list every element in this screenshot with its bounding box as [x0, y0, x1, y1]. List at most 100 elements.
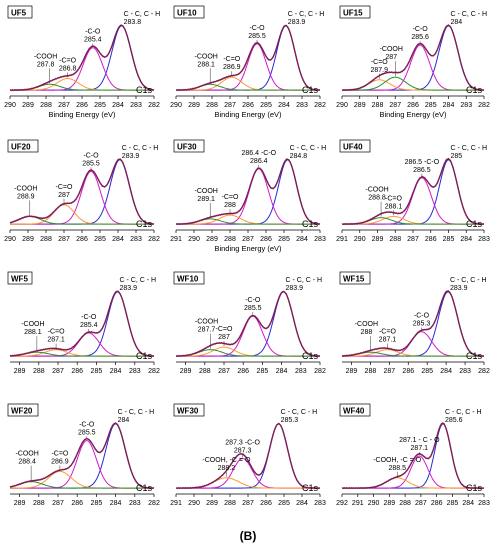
spectrum-panel-wf20: 289 288 287 286 285 284 283 282 WF20 C1s C - C, C …	[7, 403, 160, 507]
component-peak-ceo	[342, 477, 484, 489]
x-tick-label: 282	[148, 102, 160, 109]
spectrum-panel-uf15: 290 289 288 287 286 285 284 283 282 Binding Energ…	[336, 5, 490, 119]
peak-position-label: 286.4	[250, 158, 268, 165]
spectrum-panel-uf40: 291 290 289 288 287 286 285 284 283 UF40 C1s C - C,…	[336, 139, 490, 243]
x-tick-label: 282	[314, 368, 326, 375]
x-tick-label: 284	[112, 102, 124, 109]
x-tick-label: 284	[110, 368, 122, 375]
x-tick-label: 289	[188, 102, 200, 109]
peak-label: -C-O	[249, 25, 265, 32]
x-tick-label: 291	[336, 236, 348, 243]
x-tick-label: 283	[478, 500, 490, 507]
x-tick-label: 285	[421, 368, 433, 375]
spectrum-panel-wf40: 292 291 290 289 288 287 286 285 284 283 WF40 C1s C -…	[336, 403, 490, 507]
peak-label: 287.1 - C - O	[399, 437, 440, 444]
peak-position-label: 285.6	[445, 417, 463, 424]
x-tick-label: 288	[40, 102, 52, 109]
peak-label: -COOH	[355, 321, 378, 328]
component-peak-ceo	[10, 204, 154, 225]
c1s-tag: C1s	[136, 351, 153, 361]
peak-position-label: 287.1	[47, 337, 65, 344]
envelope-fit-line	[175, 24, 320, 91]
peak-position-label: 285.3	[413, 321, 431, 328]
x-tick-label: 285	[278, 500, 290, 507]
x-axis-label: Binding Energy (eV)	[379, 110, 447, 119]
c1s-tag: C1s	[466, 85, 483, 95]
envelope-fit-line	[10, 290, 154, 357]
x-tick-label: 286	[402, 368, 414, 375]
x-tick-label: 288	[365, 368, 377, 375]
sample-name-box	[7, 5, 33, 19]
peak-position-label: 287.1	[379, 337, 397, 344]
peak-position-label: 284.8	[290, 153, 308, 160]
peak-label: -COOH, -C = O	[202, 457, 251, 464]
x-tick-label: 282	[478, 368, 490, 375]
x-tick-label: 290	[188, 500, 200, 507]
sample-name: WF20	[11, 407, 33, 416]
x-axis-label: Binding Energy (eV)	[214, 244, 282, 253]
peak-position-label: 288.9	[17, 193, 35, 200]
x-tick-label: 289	[14, 500, 26, 507]
x-tick-label: 286	[407, 102, 419, 109]
peak-label: C - C, C - H	[286, 277, 323, 284]
peak-position-label: 288.2	[218, 465, 236, 472]
peak-position-label: 288	[224, 202, 236, 209]
x-tick-label: 286	[71, 368, 83, 375]
x-tick-label: 284	[276, 368, 288, 375]
sample-name-box	[173, 403, 205, 417]
spectrum-panel-uf30: 291 290 289 288 287 286 285 284 283 Binding Energ…	[170, 139, 326, 253]
x-tick-label: 289	[14, 368, 26, 375]
peak-label: -C=O	[223, 56, 240, 63]
peak-label: -C=O	[216, 326, 233, 333]
x-tick-label: 282	[314, 102, 326, 109]
x-tick-label: 285	[425, 102, 437, 109]
peak-label: -C-O	[85, 29, 101, 36]
x-tick-label: 285	[257, 368, 269, 375]
peak-label: -COOH	[15, 451, 38, 458]
x-tick-label: 291	[170, 236, 182, 243]
peak-position-label: 287.8	[37, 61, 55, 68]
peak-position-label: 285.5	[248, 33, 266, 40]
peak-position-label: 288	[361, 329, 373, 336]
x-tick-label: 287	[58, 236, 70, 243]
x-axis-label: Binding Energy (eV)	[214, 110, 282, 119]
c1s-tag: C1s	[136, 219, 153, 229]
peak-label: -C-O	[81, 314, 97, 321]
c1s-tag: C1s	[302, 219, 319, 229]
envelope-fit-line	[176, 158, 321, 225]
c1s-tag: C1s	[466, 351, 483, 361]
sample-name: UF10	[177, 9, 197, 18]
x-tick-label: 284	[460, 236, 472, 243]
sample-name-box	[7, 403, 39, 417]
x-tick-label: 288	[33, 368, 45, 375]
peak-position-label: 283.9	[450, 285, 468, 292]
peak-label: C - C, C - H	[288, 11, 325, 18]
envelope-fit-line	[9, 158, 155, 225]
component-peak-cooh	[176, 349, 320, 357]
peak-position-label: 287	[385, 54, 397, 61]
component-peak-ceo	[176, 214, 320, 225]
peak-position-label: 288.1	[385, 203, 403, 210]
x-tick-label: 286	[431, 500, 443, 507]
envelope-fit-line	[341, 24, 484, 91]
envelope-fit-line	[10, 24, 155, 91]
x-tick-label: 287	[415, 500, 427, 507]
peak-label: 287.3 -C-O	[225, 440, 260, 447]
x-tick-label: 289	[354, 102, 366, 109]
c1s-tag: C1s	[302, 351, 319, 361]
peak-position-label: 285	[451, 153, 463, 160]
peak-position-label: 285.5	[244, 305, 262, 312]
peak-label: -C=O	[222, 194, 239, 201]
x-tick-label: 284	[296, 236, 308, 243]
peak-label: 286.4 -C-O	[241, 150, 276, 157]
x-tick-label: 290	[354, 236, 366, 243]
x-tick-label: 287	[242, 500, 254, 507]
spectrum-panel-wf10: 289 288 287 286 285 284 283 282 WF10 C1s C - C, C …	[173, 271, 326, 375]
x-tick-label: 288	[224, 500, 236, 507]
x-tick-label: 289	[180, 368, 192, 375]
peak-label: -C-O	[413, 26, 429, 33]
x-tick-label: 288	[224, 236, 236, 243]
spectrum-panel-uf10: 290 289 288 287 286 285 284 283 282 Binding Energ…	[170, 5, 326, 119]
sample-name: UF20	[11, 143, 31, 152]
peak-position-label: 286.9	[223, 64, 241, 71]
